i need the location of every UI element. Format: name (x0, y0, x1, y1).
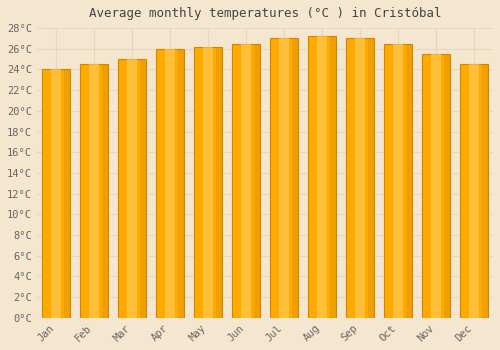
Bar (308, 36, 336, 318)
Bar (460, 64, 487, 318)
Bar (292, 38, 298, 318)
Bar (279, 38, 288, 318)
Bar (64, 69, 70, 318)
Bar (330, 36, 336, 318)
Bar (270, 38, 297, 318)
Bar (156, 49, 184, 318)
Bar (42, 69, 70, 318)
Bar (393, 44, 403, 318)
Bar (89, 64, 99, 318)
Bar (178, 49, 184, 318)
Bar (51, 69, 60, 318)
Bar (140, 59, 145, 318)
Bar (165, 49, 174, 318)
Bar (216, 47, 222, 318)
Bar (241, 44, 250, 318)
Bar (203, 47, 212, 318)
Bar (118, 59, 146, 318)
Bar (127, 59, 136, 318)
Bar (346, 38, 374, 318)
Bar (482, 64, 488, 318)
Bar (444, 54, 450, 318)
Bar (422, 54, 450, 318)
Bar (254, 44, 260, 318)
Bar (406, 44, 411, 318)
Bar (194, 47, 222, 318)
Bar (80, 64, 108, 318)
Bar (431, 54, 441, 318)
Bar (355, 38, 365, 318)
Bar (102, 64, 108, 318)
Bar (317, 36, 327, 318)
Bar (232, 44, 260, 318)
Bar (470, 64, 479, 318)
Title: Average monthly temperatures (°C ) in Cristóbal: Average monthly temperatures (°C ) in Cr… (88, 7, 441, 20)
Bar (368, 38, 374, 318)
Bar (384, 44, 411, 318)
